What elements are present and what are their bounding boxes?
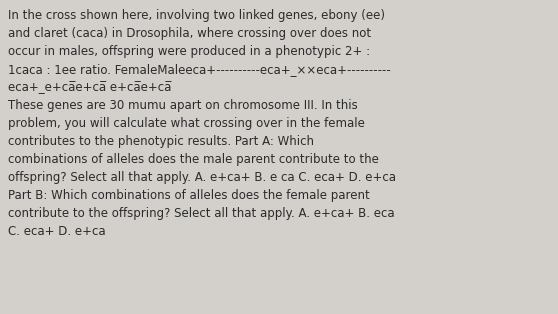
- Text: In the cross shown here, involving two linked genes, ebony (ee)
and claret (caca: In the cross shown here, involving two l…: [8, 9, 396, 238]
